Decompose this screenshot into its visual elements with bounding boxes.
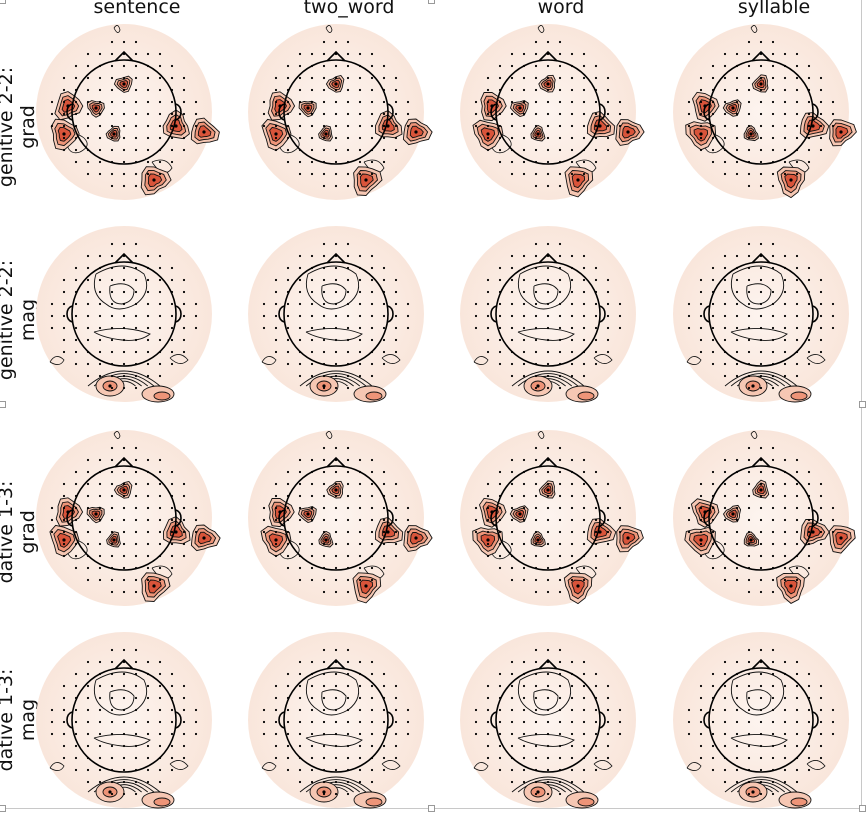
resize-handle[interactable]	[859, 401, 866, 408]
column-title-word: word	[537, 0, 585, 18]
topomap	[673, 632, 849, 809]
resize-handle[interactable]	[0, 401, 6, 408]
topomap	[248, 24, 433, 200]
topomap	[460, 430, 644, 606]
column-title-two-word: two_word	[303, 0, 395, 18]
resize-handle[interactable]	[0, 0, 6, 4]
topomap	[36, 226, 212, 403]
topomap	[36, 24, 220, 200]
column-title-syllable: syllable	[737, 0, 811, 18]
topomap	[248, 632, 424, 809]
topomap	[36, 430, 221, 606]
topomap	[673, 430, 856, 606]
topomap	[673, 24, 857, 200]
column-title-sentence: sentence	[93, 0, 181, 18]
resize-handle[interactable]	[428, 0, 435, 4]
topomap	[460, 226, 636, 403]
topomap	[460, 24, 645, 200]
topomap	[248, 430, 433, 606]
topomap	[460, 632, 636, 809]
topomap	[673, 226, 849, 403]
topomap	[248, 226, 424, 403]
topomap	[36, 632, 212, 809]
